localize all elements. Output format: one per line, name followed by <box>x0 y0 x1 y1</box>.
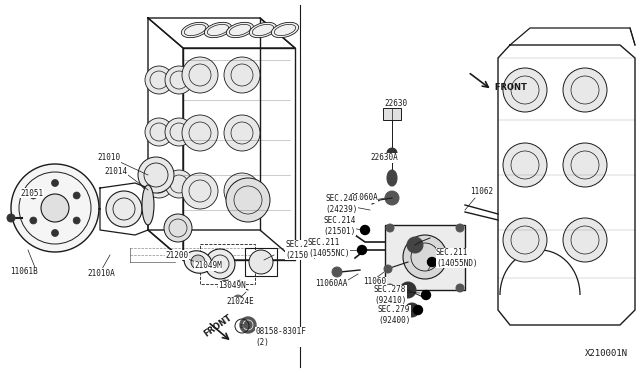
Text: FRONT: FRONT <box>202 313 234 339</box>
Circle shape <box>226 178 270 222</box>
Circle shape <box>73 217 80 224</box>
Circle shape <box>145 170 173 198</box>
Circle shape <box>165 118 193 146</box>
Circle shape <box>249 250 273 274</box>
Circle shape <box>413 305 422 314</box>
Text: B: B <box>240 324 244 328</box>
Text: SEC.214
(21501): SEC.214 (21501) <box>323 216 355 236</box>
Circle shape <box>237 283 243 289</box>
Text: 11060A: 11060A <box>350 193 378 202</box>
Circle shape <box>403 235 447 279</box>
Text: 11060AA: 11060AA <box>315 279 348 289</box>
Bar <box>200 244 255 284</box>
Circle shape <box>11 164 99 252</box>
Text: SEC.240
(24239): SEC.240 (24239) <box>325 194 357 214</box>
Circle shape <box>563 68 607 112</box>
Text: 21010A: 21010A <box>87 269 115 278</box>
Circle shape <box>51 180 58 186</box>
Text: SEC.211
(14055NC): SEC.211 (14055NC) <box>308 238 349 258</box>
Text: 21051: 21051 <box>20 189 43 198</box>
Text: 11062: 11062 <box>470 187 493 196</box>
Circle shape <box>386 224 394 232</box>
Text: 13049N: 13049N <box>218 282 246 291</box>
Circle shape <box>73 192 80 199</box>
Circle shape <box>221 280 229 288</box>
Circle shape <box>400 282 416 298</box>
Bar <box>245 248 277 276</box>
Text: 21200: 21200 <box>165 250 188 260</box>
Circle shape <box>563 218 607 262</box>
Ellipse shape <box>227 22 253 38</box>
Circle shape <box>422 291 431 299</box>
Circle shape <box>182 57 218 93</box>
Circle shape <box>7 214 15 222</box>
Circle shape <box>503 143 547 187</box>
Bar <box>383 108 401 120</box>
Circle shape <box>165 66 193 94</box>
Circle shape <box>224 115 260 151</box>
Circle shape <box>563 143 607 187</box>
Circle shape <box>224 57 260 93</box>
Ellipse shape <box>271 22 299 38</box>
Circle shape <box>358 246 367 254</box>
Ellipse shape <box>142 185 154 225</box>
Circle shape <box>51 230 58 237</box>
Circle shape <box>138 157 174 193</box>
Ellipse shape <box>204 22 232 38</box>
Circle shape <box>428 257 436 266</box>
Circle shape <box>456 284 464 292</box>
Ellipse shape <box>181 22 209 38</box>
Text: 21010: 21010 <box>97 154 120 163</box>
Circle shape <box>145 118 173 146</box>
Text: 21014: 21014 <box>104 167 127 176</box>
Text: SEC.278
(92410): SEC.278 (92410) <box>374 285 406 305</box>
Text: 22630A: 22630A <box>370 154 397 163</box>
Circle shape <box>405 303 419 317</box>
Circle shape <box>30 192 37 199</box>
Text: 21024E: 21024E <box>226 298 253 307</box>
Ellipse shape <box>184 251 212 273</box>
Circle shape <box>205 249 235 279</box>
Circle shape <box>503 218 547 262</box>
Circle shape <box>407 237 423 253</box>
Text: SEC.211
(14055ND): SEC.211 (14055ND) <box>436 248 477 268</box>
Text: 11060: 11060 <box>363 278 386 286</box>
Bar <box>385 225 465 290</box>
Circle shape <box>385 191 399 205</box>
Text: SEC.279
(92400): SEC.279 (92400) <box>378 305 410 325</box>
Circle shape <box>387 148 397 158</box>
Text: 08158-8301F
(2): 08158-8301F (2) <box>255 327 306 347</box>
Circle shape <box>503 68 547 112</box>
Text: FRONT: FRONT <box>492 83 527 93</box>
Circle shape <box>164 214 192 242</box>
Circle shape <box>41 194 69 222</box>
Circle shape <box>384 265 392 273</box>
Circle shape <box>386 284 394 292</box>
Circle shape <box>182 173 218 209</box>
Text: 22630: 22630 <box>384 99 407 108</box>
Circle shape <box>191 255 205 269</box>
Circle shape <box>360 225 369 234</box>
Circle shape <box>224 173 260 209</box>
Circle shape <box>30 217 37 224</box>
Circle shape <box>240 317 256 333</box>
Text: 11061B: 11061B <box>10 267 38 276</box>
Text: 21049M: 21049M <box>194 262 221 270</box>
Ellipse shape <box>250 22 276 38</box>
Circle shape <box>233 295 243 305</box>
Text: SEC.214
(21503): SEC.214 (21503) <box>285 240 317 260</box>
Circle shape <box>332 267 342 277</box>
Text: X210001N: X210001N <box>585 349 628 358</box>
Circle shape <box>182 115 218 151</box>
Circle shape <box>456 224 464 232</box>
Circle shape <box>106 191 142 227</box>
Ellipse shape <box>387 170 397 186</box>
Circle shape <box>165 170 193 198</box>
Circle shape <box>145 66 173 94</box>
